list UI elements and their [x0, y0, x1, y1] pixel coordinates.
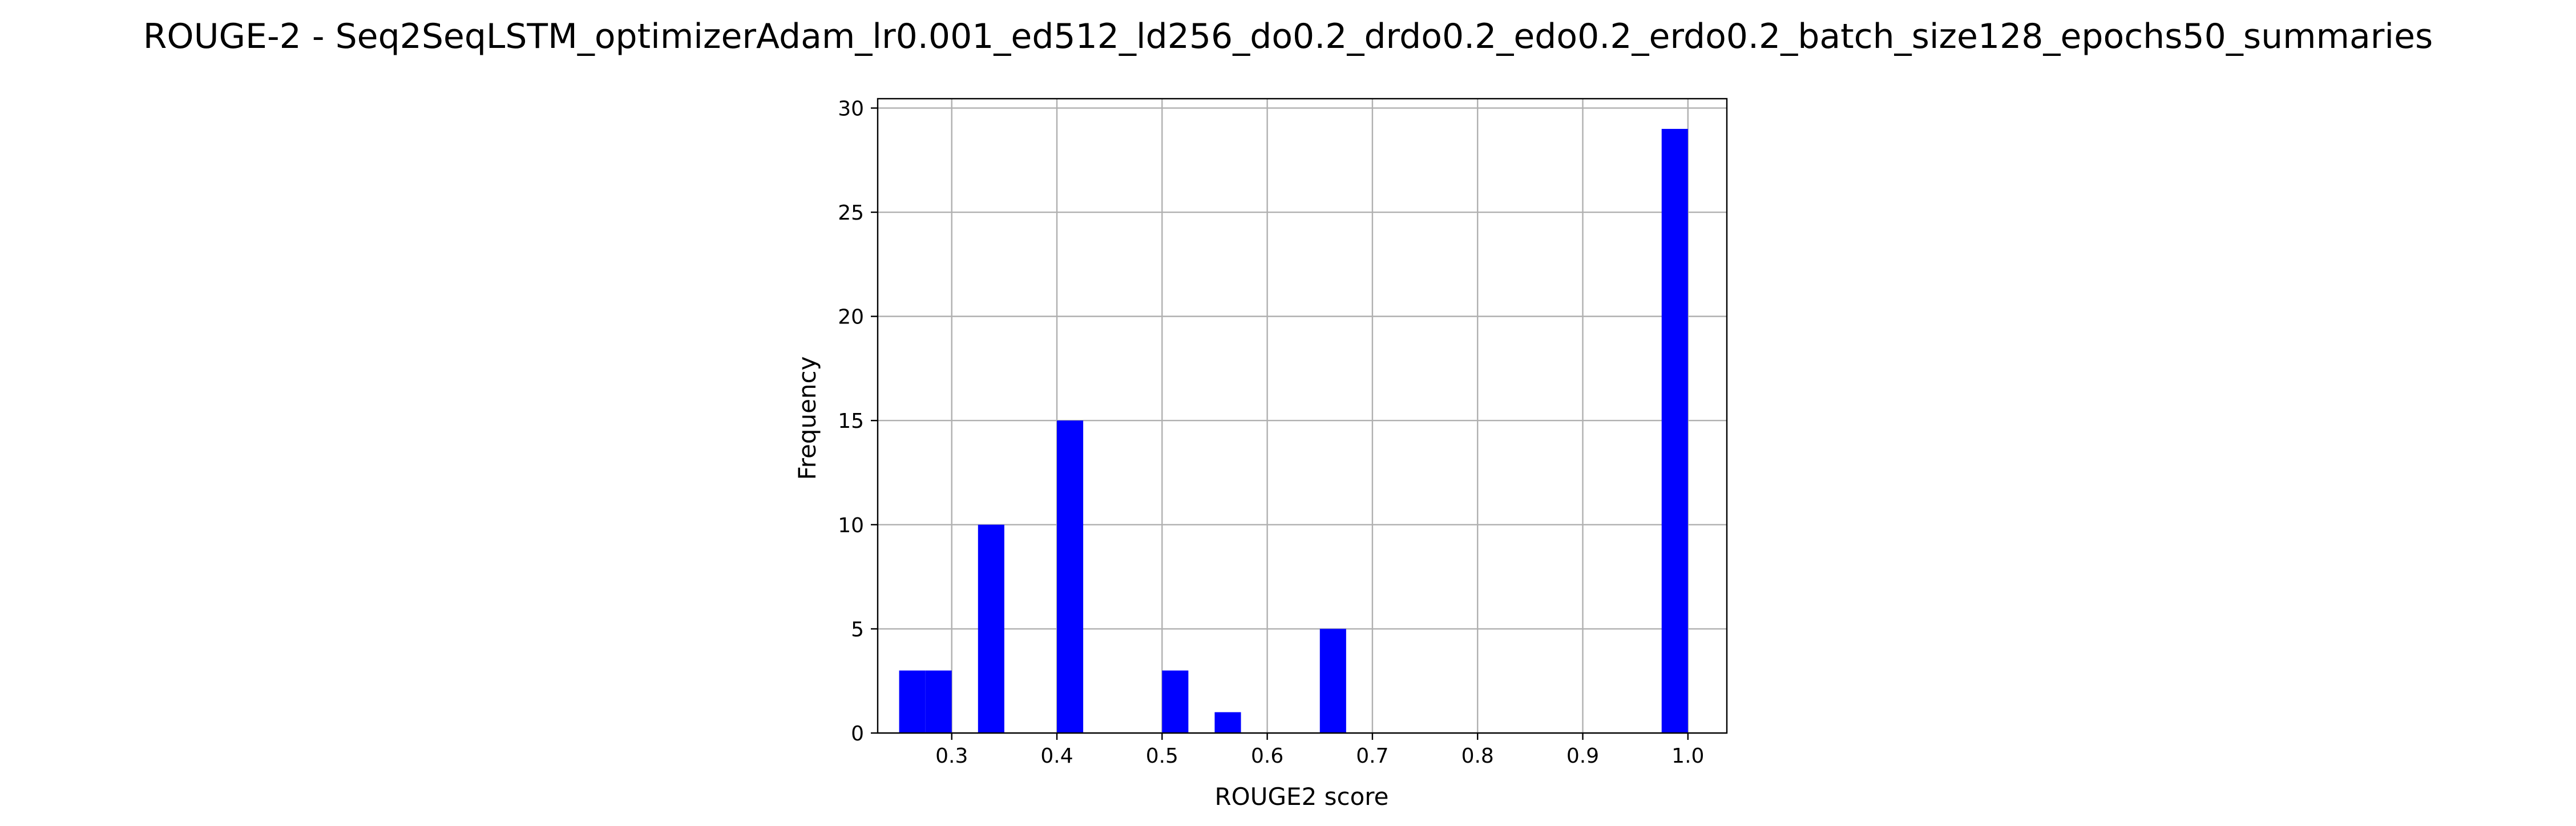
- x-tick-label: 0.9: [1566, 744, 1599, 768]
- histogram-bar: [1162, 670, 1189, 733]
- histogram-bars: [899, 128, 1688, 733]
- histogram-bar: [978, 524, 1004, 733]
- y-tick-label: 0: [851, 722, 864, 746]
- chart-title: ROUGE-2 - Seq2SeqLSTM_optimizerAdam_lr0.…: [143, 17, 2433, 56]
- x-tick-label: 0.7: [1356, 744, 1388, 768]
- histogram-bar: [899, 670, 926, 733]
- histogram-bar: [1214, 712, 1241, 733]
- grid-lines: [878, 99, 1727, 734]
- histogram-bar: [1661, 128, 1688, 733]
- x-tick-label: 0.5: [1146, 744, 1178, 768]
- y-tick-label: 20: [838, 306, 864, 329]
- y-tick-label: 30: [838, 97, 864, 120]
- x-tick-label: 0.3: [935, 744, 968, 768]
- y-tick-label: 5: [851, 618, 864, 641]
- x-tick-label: 0.4: [1040, 744, 1073, 768]
- histogram-bar: [925, 670, 952, 733]
- y-tick-label: 15: [838, 410, 864, 433]
- y-tick-label: 25: [838, 201, 864, 225]
- plot-area-frame: [877, 98, 1728, 734]
- y-axis-label: Frequency: [793, 357, 821, 480]
- axis-ticks: 0.3 0.4 0.5 0.6 0.7 0.8 0.9 1.0 0 5 10 15 20 25 30: [838, 97, 1704, 768]
- x-axis-label: ROUGE2 score: [1215, 783, 1389, 811]
- x-tick-label: 1.0: [1671, 744, 1704, 768]
- histogram-bar: [1319, 629, 1346, 733]
- y-tick-label: 10: [838, 514, 864, 537]
- histogram-bar: [1057, 420, 1084, 733]
- x-tick-label: 0.6: [1251, 744, 1283, 768]
- x-tick-label: 0.8: [1461, 744, 1494, 768]
